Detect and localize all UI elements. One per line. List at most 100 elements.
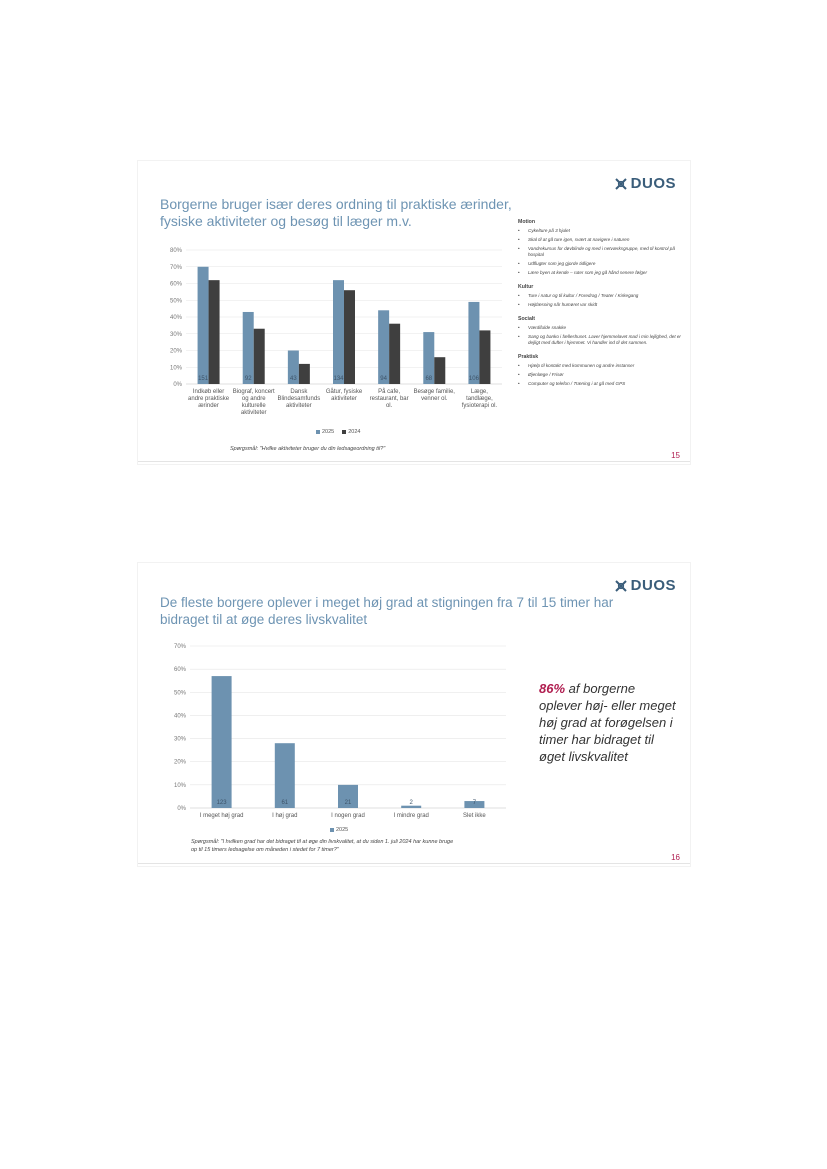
legend-swatch: [330, 828, 334, 832]
category-label: ol.: [386, 403, 393, 409]
slide-16: DUOS De fleste borgere oplever i meget h…: [137, 562, 691, 867]
y-tick-label: 50%: [174, 690, 187, 696]
category-label: Besøge familie,: [414, 389, 456, 395]
bar-2025: [468, 301, 480, 384]
bar-2025: [333, 280, 344, 384]
category-label: aktiviteter: [286, 403, 312, 409]
quotes-sidebar: Motion Cykelture på 3 hjulet Skal til at…: [518, 219, 683, 395]
bar-value-label: 61: [281, 800, 288, 806]
y-tick-label: 30%: [174, 737, 187, 743]
slide-title: De fleste borgere oplever i meget høj gr…: [160, 594, 613, 628]
category-label: tandlæge,: [466, 396, 493, 402]
bar-2025: [378, 310, 390, 384]
bar-2025: [401, 805, 422, 808]
livskvalitet-bar-chart: 0% 10% 20% 30% 40% 50% 60% 70% 123 I meget høj gr…: [174, 644, 506, 819]
key-finding-text: af borgerne oplever høj- eller meget høj…: [539, 681, 676, 764]
sidebar-quote: Højtlæsning når humøret var skidt: [518, 302, 683, 308]
footer-divider: [138, 461, 690, 462]
bar-value-label: 43: [290, 376, 297, 382]
category-label: I nogen grad: [331, 813, 365, 819]
y-tick-label: 20%: [174, 760, 187, 766]
category-label: På cafe,: [378, 388, 400, 395]
category-label: I meget høj grad: [200, 813, 244, 819]
duos-logo-icon: [614, 579, 627, 592]
bar-2024: [389, 323, 401, 384]
legend-item-2025: 2025: [316, 429, 334, 435]
bar-value-label: 94: [380, 376, 387, 382]
category-label: I høj grad: [272, 813, 297, 819]
key-finding: 86% af borgerne oplever høj- eller meget…: [539, 680, 679, 765]
legend-label: 2025: [322, 429, 335, 435]
chart-legend: 2025 2024: [316, 429, 361, 435]
activities-bar-chart: 0% 10% 20% 30% 40% 50% 60% 70% 80% 151 Indkøb elle…: [170, 248, 502, 416]
sidebar-section-motion: Motion Cykelture på 3 hjulet Skal til at…: [518, 219, 683, 276]
bar-value-label: 92: [245, 376, 252, 382]
brand-name: DUOS: [630, 175, 676, 192]
slide-title-line: Borgerne bruger især deres ordning til p…: [160, 196, 512, 212]
legend-label: 2025: [336, 827, 349, 833]
chart-legend: 2025: [330, 827, 348, 833]
category-label: restaurant, bar: [370, 396, 409, 402]
duos-logo: DUOS: [614, 175, 676, 192]
sidebar-quote: Udflugter som jeg gjorde tidligere: [518, 261, 683, 267]
y-tick-label: 20%: [170, 349, 183, 355]
category-label: Dansk: [290, 389, 308, 395]
sidebar-quote: Skal til at gå ture igen, svært at navig…: [518, 237, 683, 243]
y-tick-label: 0%: [173, 382, 182, 388]
y-tick-label: 40%: [174, 713, 187, 719]
page-number: 15: [671, 451, 680, 460]
bar-2024: [208, 280, 220, 384]
footer-divider: [138, 863, 690, 864]
bar-2024: [479, 330, 491, 384]
bar-value-label: 21: [345, 800, 352, 806]
duos-logo: DUOS: [614, 577, 676, 594]
sidebar-quote: Hjælp til kontakt med kommunen og andre …: [518, 363, 683, 369]
bar-2025: [274, 743, 295, 808]
category-label: ærinder: [198, 403, 219, 409]
slide-15: DUOS Borgerne bruger især deres ordning …: [137, 160, 691, 465]
bar-2025: [338, 784, 358, 808]
survey-question: Spørgsmål: "I hvilken grad har det bidra…: [191, 838, 453, 854]
bar-2025: [464, 801, 485, 808]
y-tick-label: 60%: [174, 667, 187, 673]
y-tick-label: 30%: [170, 332, 183, 338]
bar-2025: [423, 332, 435, 384]
category-label: Indkøb eller: [193, 389, 224, 395]
legend-swatch: [316, 430, 320, 434]
sidebar-quote: Værdifulde snakke: [518, 325, 683, 331]
category-label: og andre: [242, 396, 266, 402]
bar-value-label: 151: [198, 376, 209, 382]
bar-2025: [211, 676, 232, 808]
category-label: Læge,: [471, 389, 488, 395]
key-finding-percentage: 86%: [539, 681, 566, 696]
slide-title-line: fysiske aktiviteter og besøg til læger m…: [160, 213, 412, 229]
bar-value-label: 123: [217, 800, 228, 806]
sidebar-section-title: Praktisk: [518, 354, 539, 360]
brand-name: DUOS: [630, 577, 676, 594]
slide-title-line: De fleste borgere oplever i meget høj gr…: [160, 595, 614, 610]
legend-swatch: [342, 430, 347, 434]
y-tick-label: 10%: [170, 365, 183, 371]
sidebar-section-kultur: Kultur Ture i natur og til kultur / Fore…: [518, 284, 683, 308]
bar-2025: [197, 266, 209, 384]
bar-value-label: 134: [333, 376, 344, 382]
category-label: Slet ikke: [463, 813, 486, 819]
survey-question-line: op til 15 timers ledsagelse om måneden i…: [191, 847, 339, 853]
bar-value-label: 7: [473, 800, 477, 806]
bar-value-label: 68: [425, 376, 432, 382]
sidebar-quote: Sang og banko i fælleshuset. Laver hjemm…: [518, 334, 683, 346]
sidebar-section-title: Motion: [518, 219, 535, 225]
sidebar-quote: Øjenlæge / Frisør: [518, 372, 683, 378]
sidebar-section-socialt: Socialt Værdifulde snakke Sang og banko …: [518, 316, 683, 346]
legend-item-2025: 2025: [330, 827, 348, 833]
slide-title: Borgerne bruger især deres ordning til p…: [160, 196, 512, 230]
sidebar-quote: Lære byen at kende – ruter som jeg gå hå…: [518, 270, 683, 276]
bar-2025: [287, 350, 299, 384]
sidebar-quote: Vandrekursus for døvblinde og med i netv…: [518, 246, 683, 258]
category-label: Blindesamfunds: [278, 396, 321, 402]
y-tick-label: 80%: [170, 248, 183, 254]
category-label: fysioterapi ol.: [462, 403, 498, 409]
y-tick-label: 50%: [170, 298, 183, 304]
y-tick-label: 70%: [170, 265, 183, 271]
sidebar-section-title: Kultur: [518, 284, 534, 290]
